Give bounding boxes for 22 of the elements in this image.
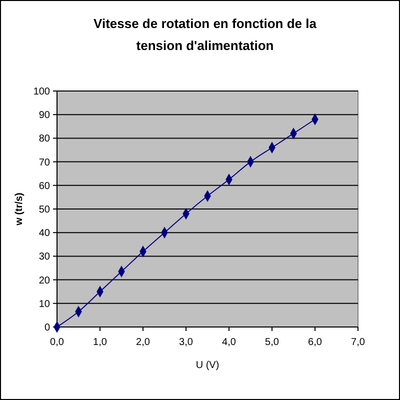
y-tick-label: 30 bbox=[38, 252, 50, 263]
y-tick-label: 10 bbox=[38, 298, 50, 310]
x-tick-label: 5,0 bbox=[265, 337, 280, 348]
y-tick-label: 0 bbox=[44, 322, 50, 334]
x-tick-label: 4,0 bbox=[222, 337, 236, 348]
x-tick-label: 2,0 bbox=[136, 337, 150, 348]
x-tick-label: 6,0 bbox=[308, 337, 322, 348]
y-tick-label: 40 bbox=[38, 228, 50, 240]
y-axis-title: w (tr/s) bbox=[14, 192, 25, 226]
x-tick-label: 1,0 bbox=[93, 337, 108, 348]
y-tick-label: 20 bbox=[38, 275, 50, 286]
y-tick-label: 100 bbox=[33, 86, 50, 98]
y-tick-label: 90 bbox=[38, 110, 50, 122]
y-tick-label: 70 bbox=[38, 157, 50, 168]
y-tick-label: 80 bbox=[38, 134, 50, 145]
y-tick-label: 50 bbox=[38, 204, 50, 216]
x-tick-label: 0,0 bbox=[50, 337, 64, 348]
x-axis-title: U (V) bbox=[196, 360, 220, 371]
x-tick-label: 7,0 bbox=[351, 337, 366, 348]
x-tick-label: 3,0 bbox=[179, 337, 194, 348]
chart-title: Vitesse de rotation en fonction de la tension d'alimentation bbox=[94, 16, 318, 53]
y-tick-label: 60 bbox=[38, 180, 50, 192]
